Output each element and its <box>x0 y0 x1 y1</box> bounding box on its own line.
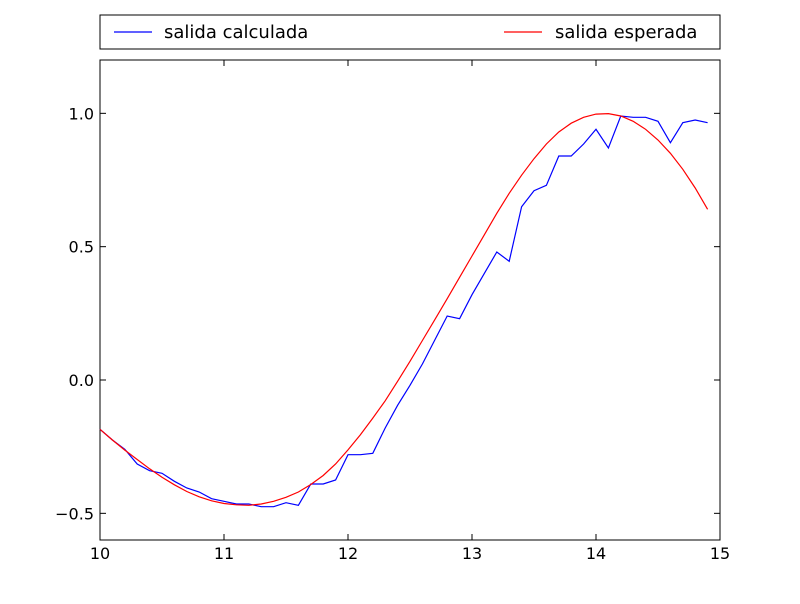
series-line-salida-esperada <box>99 112 709 506</box>
x-tick-label: 11 <box>214 544 234 563</box>
x-tick-label: 12 <box>338 544 358 563</box>
axis-ticks: 10 11 12 13 14 15 −0.5 0.0 0.5 1.0 <box>55 60 730 563</box>
series-line-salida-calculada <box>99 115 708 508</box>
x-tick-label: 15 <box>710 544 730 563</box>
y-tick-label: −0.5 <box>55 504 94 523</box>
plot-area-frame <box>99 59 721 541</box>
x-tick-label: 13 <box>462 544 482 563</box>
y-tick-label: 1.0 <box>69 104 94 123</box>
series-layer <box>99 112 709 508</box>
legend-label-salida-esperada: salida esperada <box>555 22 697 43</box>
legend-frame <box>99 14 721 50</box>
legend: salida calculada salida esperada <box>99 14 721 50</box>
x-tick-label: 10 <box>90 544 110 563</box>
legend-label-salida-calculada: salida calculada <box>164 22 308 43</box>
x-tick-label: 14 <box>586 544 606 563</box>
y-tick-label: 0.5 <box>69 238 94 257</box>
y-tick-label: 0.0 <box>69 371 94 390</box>
